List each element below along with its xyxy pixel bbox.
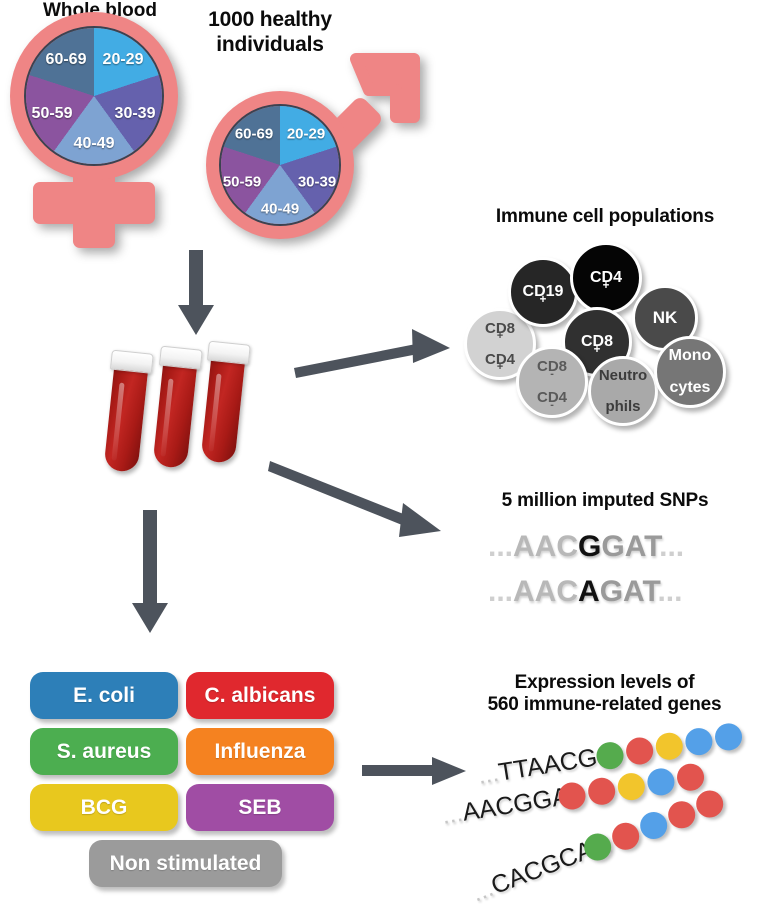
immune-cell-cluster: CD8 + CD4 + CD19 + CD4 + NK CD8 + CD8- CD4- N…	[440, 230, 771, 430]
blood-tube-cap	[158, 345, 203, 370]
arrow-blood-to-snps	[268, 437, 448, 547]
age-pie-male	[219, 104, 341, 226]
snp-suffix-dots: ...	[657, 575, 683, 608]
stimulus-bcg[interactable]: BCG	[30, 784, 178, 831]
pie-label-30-39: 30-39	[297, 173, 337, 191]
cell-line-2: CD4	[536, 388, 567, 406]
immune-cell-monocytes: Mono cytes	[654, 336, 726, 408]
expression-title: Expression levels of 560 immune-related …	[487, 672, 722, 716]
cell-line-1: Mono	[668, 346, 712, 364]
snp-prefix-dots: ...	[488, 530, 514, 563]
immune-cell-title: Immune cell populations	[495, 206, 715, 227]
pie-label-60-69: 60-69	[234, 125, 274, 143]
strand-bead	[608, 818, 644, 854]
male-gender-symbol: 20-29 30-39 40-49 50-59 60-69	[203, 50, 428, 240]
snp-variant-base: A	[578, 575, 600, 608]
snp-sequence-row: ...AACAGAT...	[488, 575, 682, 609]
arrow-stimuli-to-expression	[362, 754, 468, 788]
blood-tube-body	[103, 361, 149, 473]
cell-line-1: CD8	[580, 332, 613, 350]
cell-line-2: phils	[605, 397, 641, 415]
strand-bead	[636, 808, 672, 843]
female-gender-symbol: 20-29 30-39 40-49 50-59 60-69	[10, 12, 180, 250]
blood-tube-body	[200, 352, 246, 464]
immune-cell-cd4p: CD4 +	[570, 242, 642, 314]
strand-bead	[645, 766, 677, 798]
stimuli-grid: E. coli C. albicans S. aureus Influenza …	[30, 672, 350, 902]
pie-label-50-59: 50-59	[31, 105, 73, 122]
blood-tubes-group	[103, 338, 272, 478]
arrow-cohort-to-blood	[176, 250, 216, 336]
blood-tube-body	[152, 357, 198, 469]
strand-bead	[653, 730, 685, 762]
stimulus-s-aureus[interactable]: S. aureus	[30, 728, 178, 775]
snp-sequence-row: ...AACGGAT...	[488, 530, 684, 564]
pie-label-20-29: 20-29	[286, 125, 326, 143]
expression-strand-group: ...TTAACGG ...AACGGAT ...CACGCAA	[440, 721, 771, 915]
snp-right-bases: GAT	[601, 530, 660, 563]
female-symbol-crossbar	[33, 182, 155, 224]
arrow-blood-to-stimuli	[130, 510, 170, 634]
strand-bead	[664, 797, 700, 833]
stimulus-e-coli[interactable]: E. coli	[30, 672, 178, 719]
stimulus-non-stimulated[interactable]: Non stimulated	[89, 840, 282, 887]
cell-line-1: CD8	[536, 358, 567, 376]
pie-slices	[221, 106, 339, 224]
blood-tube-cap	[109, 349, 154, 374]
stimulus-seb[interactable]: SEB	[186, 784, 334, 831]
pie-label-40-49: 40-49	[260, 200, 300, 218]
stimulus-influenza[interactable]: Influenza	[186, 728, 334, 775]
snps-title: 5 million imputed SNPs	[501, 490, 709, 511]
arrow-blood-to-immune-cells	[292, 322, 452, 382]
strand-bead	[683, 726, 715, 758]
immune-cell-cd8n-cd4n: CD8- CD4-	[516, 346, 588, 418]
page-title: 1000 healthy individuals	[208, 8, 332, 56]
snp-suffix-dots: ...	[659, 530, 685, 563]
age-pie-female	[24, 26, 164, 166]
strand-bead	[624, 735, 656, 767]
cell-line-2: CD4	[484, 350, 515, 368]
snp-prefix-dots: ...	[488, 575, 514, 608]
snp-left-bases: AAC	[513, 530, 579, 563]
pie-label-40-49: 40-49	[73, 135, 115, 152]
cell-line-1: CD19	[522, 282, 564, 300]
immune-cell-neutrophils: Neutro phils	[588, 356, 658, 426]
snp-left-bases: AAC	[513, 575, 579, 608]
pie-label-30-39: 30-39	[114, 105, 156, 122]
strand-bead	[692, 786, 728, 822]
pie-slices	[26, 28, 162, 164]
cell-line-1: NK	[652, 308, 678, 328]
strand-bead	[713, 721, 744, 753]
blood-tube-cap	[206, 340, 251, 365]
stimulus-c-albicans[interactable]: C. albicans	[186, 672, 334, 719]
pie-label-20-29: 20-29	[102, 51, 144, 68]
pie-label-50-59: 50-59	[222, 173, 262, 191]
immune-cell-cd19p: CD19 +	[508, 257, 578, 327]
strand-bead	[615, 771, 647, 803]
cell-line-1: CD4	[589, 268, 622, 286]
strand-bead	[586, 775, 618, 807]
snp-variant-base: G	[578, 530, 602, 563]
cell-line-1: Neutro	[598, 367, 648, 385]
pie-label-60-69: 60-69	[45, 51, 87, 68]
cell-line-1: CD8	[484, 320, 515, 338]
snp-right-bases: GAT	[599, 575, 658, 608]
cell-line-2: cytes	[669, 379, 711, 397]
strand-bead	[675, 761, 706, 793]
snp-sequence-group: ...AACGGAT... ...AACAGAT...	[470, 530, 760, 620]
